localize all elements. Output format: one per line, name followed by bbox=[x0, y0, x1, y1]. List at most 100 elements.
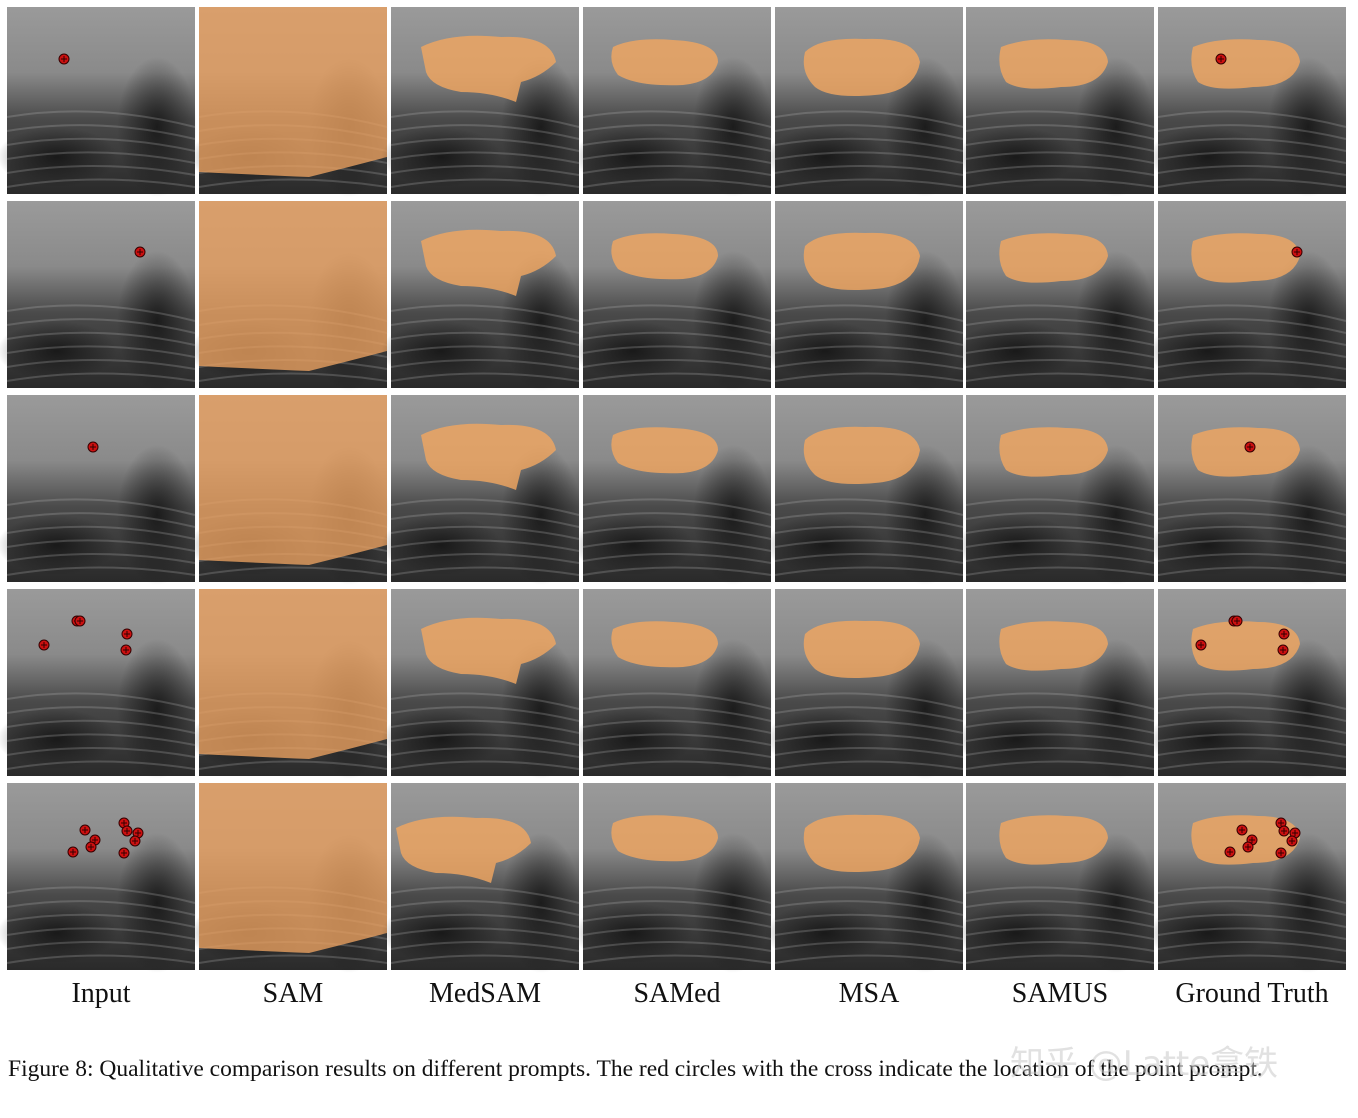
tissue-streak bbox=[582, 760, 772, 770]
tissue-streak bbox=[582, 318, 772, 334]
shadow bbox=[1148, 127, 1268, 187]
tissue-streak bbox=[1157, 345, 1347, 358]
tissue-streak bbox=[774, 539, 964, 552]
tissue-streak bbox=[1157, 372, 1347, 382]
tissue-streak bbox=[774, 692, 964, 710]
tissue-streak bbox=[6, 151, 196, 164]
tissue-streak bbox=[965, 345, 1155, 358]
tissue-streak bbox=[6, 539, 196, 552]
tissue-streak bbox=[390, 886, 580, 904]
tissue-streak bbox=[6, 359, 196, 370]
tissue-streak bbox=[390, 553, 580, 564]
shadow bbox=[573, 127, 693, 187]
tissue-streak bbox=[582, 692, 772, 710]
mask bbox=[1191, 815, 1300, 865]
prompt-cross bbox=[1245, 844, 1251, 850]
tissue-streak bbox=[774, 747, 964, 758]
tissue-streak bbox=[6, 137, 196, 152]
image-cell bbox=[381, 201, 581, 391]
prompt-cross bbox=[70, 849, 76, 855]
image-cell bbox=[765, 783, 965, 973]
mask bbox=[199, 7, 387, 177]
tissue-streak bbox=[1157, 124, 1347, 140]
prompt-cross bbox=[1227, 849, 1233, 855]
mask bbox=[396, 816, 531, 883]
tissue-streak bbox=[774, 913, 964, 928]
tissue-streak bbox=[1157, 318, 1347, 334]
tissue-streak bbox=[390, 110, 580, 128]
prompt-cross bbox=[121, 820, 127, 826]
tissue-streak bbox=[582, 110, 772, 128]
tissue-streak bbox=[774, 304, 964, 322]
tissue-streak bbox=[965, 539, 1155, 552]
tissue-streak bbox=[6, 498, 196, 516]
image-cell bbox=[381, 7, 581, 197]
image-cell bbox=[0, 395, 197, 585]
tissue-streak bbox=[198, 178, 388, 188]
tissue-streak bbox=[582, 345, 772, 358]
shadow bbox=[693, 57, 773, 197]
prompt-cross bbox=[1249, 837, 1255, 843]
tissue-streak bbox=[965, 941, 1155, 952]
tissue-streak bbox=[6, 719, 196, 734]
mask bbox=[611, 621, 718, 668]
mask bbox=[803, 620, 920, 678]
shadow bbox=[381, 321, 501, 381]
tissue-streak bbox=[1157, 566, 1347, 576]
tissue-streak bbox=[582, 706, 772, 722]
mask bbox=[611, 815, 718, 862]
tissue-streak bbox=[965, 566, 1155, 576]
image-cell bbox=[0, 7, 197, 197]
tissue-streak bbox=[198, 566, 388, 576]
tissue-streak bbox=[1157, 760, 1347, 770]
tissue-streak bbox=[582, 941, 772, 952]
tissue-streak bbox=[582, 304, 772, 322]
shadow bbox=[1148, 709, 1268, 769]
image-cell bbox=[765, 395, 965, 585]
tissue-streak bbox=[582, 900, 772, 916]
tissue-streak bbox=[6, 886, 196, 904]
mask bbox=[421, 229, 556, 296]
figure-grid bbox=[0, 7, 1348, 973]
shadow bbox=[693, 445, 773, 585]
tissue-streak bbox=[1157, 359, 1347, 370]
shadow bbox=[885, 251, 965, 391]
tissue-streak bbox=[1157, 553, 1347, 564]
tissue-streak bbox=[774, 941, 964, 952]
prompt-cross bbox=[1294, 249, 1300, 255]
shadow bbox=[1268, 833, 1348, 973]
tissue-streak bbox=[965, 331, 1155, 346]
shadow bbox=[1076, 57, 1156, 197]
tissue-streak bbox=[582, 372, 772, 382]
tissue-streak bbox=[1157, 692, 1347, 710]
shadow bbox=[885, 639, 965, 779]
shadow bbox=[765, 321, 885, 381]
tissue-streak bbox=[774, 178, 964, 188]
shadow bbox=[693, 639, 773, 779]
image-cell bbox=[956, 589, 1156, 779]
tissue-streak bbox=[1157, 165, 1347, 176]
tissue-streak bbox=[965, 372, 1155, 382]
mask bbox=[803, 38, 920, 96]
prompt-cross bbox=[132, 838, 138, 844]
tissue-streak bbox=[965, 733, 1155, 746]
tissue-streak bbox=[582, 747, 772, 758]
shadow bbox=[0, 127, 117, 187]
shadow bbox=[1076, 251, 1156, 391]
tissue-streak bbox=[582, 124, 772, 140]
shadow bbox=[573, 321, 693, 381]
tissue-streak bbox=[198, 372, 388, 382]
mask bbox=[1191, 621, 1300, 671]
tissue-streak bbox=[6, 345, 196, 358]
mask bbox=[611, 427, 718, 474]
prompt-cross bbox=[1278, 850, 1284, 856]
shadow bbox=[573, 903, 693, 963]
mask bbox=[199, 783, 387, 953]
shadow bbox=[117, 639, 197, 779]
shadow bbox=[765, 709, 885, 769]
prompt-cross bbox=[1278, 820, 1284, 826]
tissue-streak bbox=[965, 304, 1155, 322]
image-cell bbox=[573, 589, 773, 779]
prompt-cross bbox=[41, 642, 47, 648]
image-cell bbox=[573, 395, 773, 585]
